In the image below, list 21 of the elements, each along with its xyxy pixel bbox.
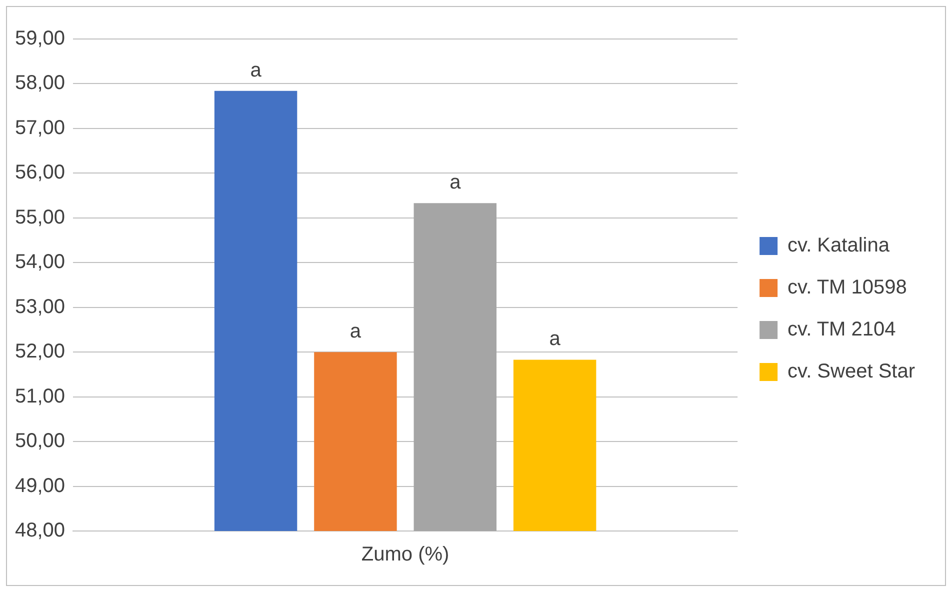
y-tick-label: 52,00 <box>14 340 66 363</box>
y-tick-label: 53,00 <box>14 296 66 318</box>
data-label: a <box>450 172 462 194</box>
legend-label: cv. Katalina <box>788 234 890 257</box>
x-tick-label: Zumo (%) <box>361 544 450 566</box>
legend-label: cv. TM 2104 <box>788 318 896 341</box>
y-tick-label: 59,00 <box>14 28 66 50</box>
data-label: a <box>549 328 562 350</box>
y-tick-label: 50,00 <box>14 430 66 452</box>
data-label: a <box>250 59 262 82</box>
legend-label: cv. Sweet Star <box>788 360 916 383</box>
y-tick-label: 57,00 <box>14 116 66 139</box>
y-tick-label: 56,00 <box>14 162 66 184</box>
y-tick-label: 51,00 <box>14 385 66 408</box>
y-tick-label: 58,00 <box>14 72 66 94</box>
y-tick-label: 49,00 <box>14 474 66 497</box>
data-label: a <box>350 320 362 343</box>
y-tick-label: 54,00 <box>14 251 66 274</box>
y-tick-label: 55,00 <box>14 206 66 228</box>
legend-label: cv. TM 10598 <box>788 276 907 299</box>
y-tick-label: 48,00 <box>14 520 66 542</box>
